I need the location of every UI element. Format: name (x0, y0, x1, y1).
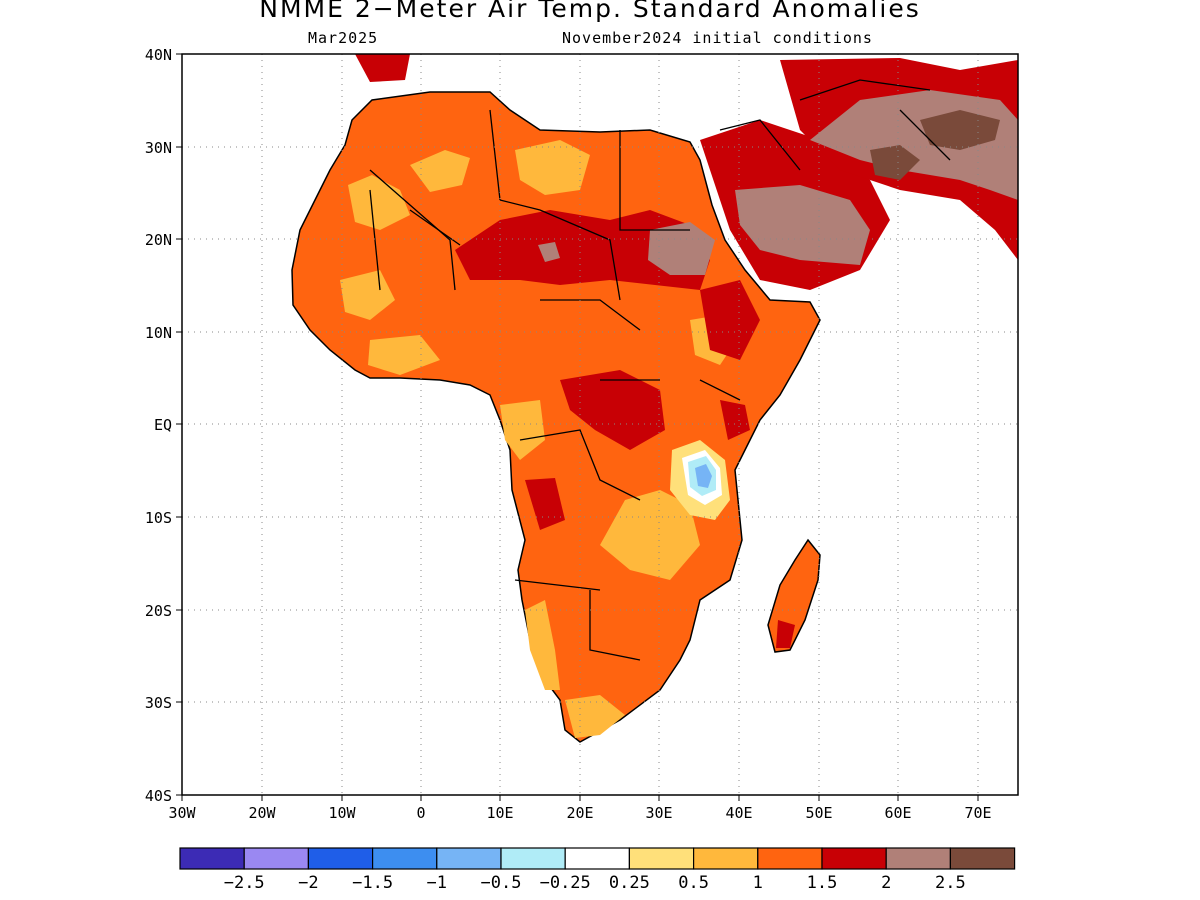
initial-conditions-label: November2024 initial conditions (562, 29, 873, 47)
lat-label: 40S (145, 787, 172, 805)
patch-2-5-chad (538, 242, 560, 262)
lon-label: 20E (566, 804, 593, 822)
patch-3-pakistan (870, 145, 920, 180)
patch-1-0-namibia (525, 600, 560, 690)
lon-label: 70E (964, 804, 991, 822)
lon-label: 30E (645, 804, 672, 822)
colorbar-labels: −2.5 −2 −1.5 −1 −0.5 −0.25 0.25 0.5 1 1.5 2 2.5 (224, 873, 966, 893)
colorbar-swatch (885, 847, 952, 870)
colorbar-label: −2 (298, 873, 318, 893)
colorbar-swatch (436, 847, 502, 870)
patch-1-0-tanzania (600, 490, 700, 580)
lat-label: 20S (145, 602, 172, 620)
patch-2-0-kenya (720, 400, 750, 440)
colorbar-label: 2.5 (935, 873, 966, 893)
colorbar-swatch (628, 847, 695, 870)
patch-1-0-west (348, 175, 410, 230)
lon-label: 40E (725, 804, 752, 822)
lat-labels: 40N 30N 20N 10N EQ 10S 20S 30S 40S (145, 46, 172, 805)
colorbar-swatch (243, 847, 309, 870)
colorbar-label: 2 (881, 873, 891, 893)
colorbar-label: −0.25 (540, 873, 591, 893)
lon-label: 10W (328, 804, 356, 822)
colorbar-swatch (307, 847, 374, 870)
patch-2-5-sudan (648, 222, 715, 275)
lon-label: 20W (248, 804, 276, 822)
colorbar-label: 0.25 (609, 873, 650, 893)
lat-label: EQ (154, 416, 172, 434)
lat-label: 40N (145, 46, 172, 64)
patch-2-0-ethiopia (700, 280, 760, 360)
patch-2-0-congo (560, 370, 665, 450)
lon-labels: 30W 20W 10W 0 10E 20E 30E 40E 50E 60E 70… (168, 804, 991, 822)
colorbar-swatch (949, 847, 1016, 870)
lon-label: 10E (486, 804, 513, 822)
patch-3-iran-core (920, 110, 1000, 150)
graticule (182, 54, 1018, 795)
colorbar-swatch (500, 847, 566, 870)
colorbar-swatch (179, 847, 245, 870)
colorbar-label: −1 (427, 873, 447, 893)
patch-1-0-cape (565, 695, 625, 738)
colorbar-boxes (179, 847, 1016, 870)
lat-label: 20N (145, 231, 172, 249)
colorbar-swatch (564, 847, 631, 870)
patch-1-0-gulf (368, 335, 440, 375)
madagascar-red (776, 620, 795, 648)
lat-label: 10N (145, 324, 172, 342)
colorbar-swatch (821, 847, 887, 870)
lon-label: 30W (168, 804, 196, 822)
patch-1-0-north (410, 150, 470, 192)
colorbar-label: 1 (753, 873, 763, 893)
lat-label: 30S (145, 694, 172, 712)
axis-ticks (176, 53, 979, 801)
patch-1-0-gabon (500, 400, 545, 460)
lon-label: 50E (805, 804, 832, 822)
colorbar-label: −0.5 (481, 873, 522, 893)
lon-label: 60E (884, 804, 911, 822)
land-shading (291, 54, 1018, 743)
valid-month-label: Mar2025 (308, 29, 379, 47)
lat-label: 30N (145, 139, 172, 157)
patch-2-5-arabia (735, 185, 870, 265)
colorbar-swatch (692, 847, 759, 870)
patch-2-0-med-coast (355, 54, 410, 82)
lon-label: 0 (416, 804, 425, 822)
colorbar-label: −1.5 (352, 873, 393, 893)
patch-1-0-libya (515, 140, 590, 195)
lat-label: 10S (145, 509, 172, 527)
colorbar-label: −2.5 (224, 873, 265, 893)
map-title: NMME 2−Meter Air Temp. Standard Anomalie… (259, 0, 921, 23)
colorbar-label: 0.5 (678, 873, 709, 893)
colorbar-label: 1.5 (807, 873, 838, 893)
colorbar-swatch (757, 847, 823, 870)
colorbar-swatch (372, 847, 438, 870)
patch-neg-lake-blue (695, 464, 712, 488)
patch-1-0-sahel (340, 270, 395, 320)
